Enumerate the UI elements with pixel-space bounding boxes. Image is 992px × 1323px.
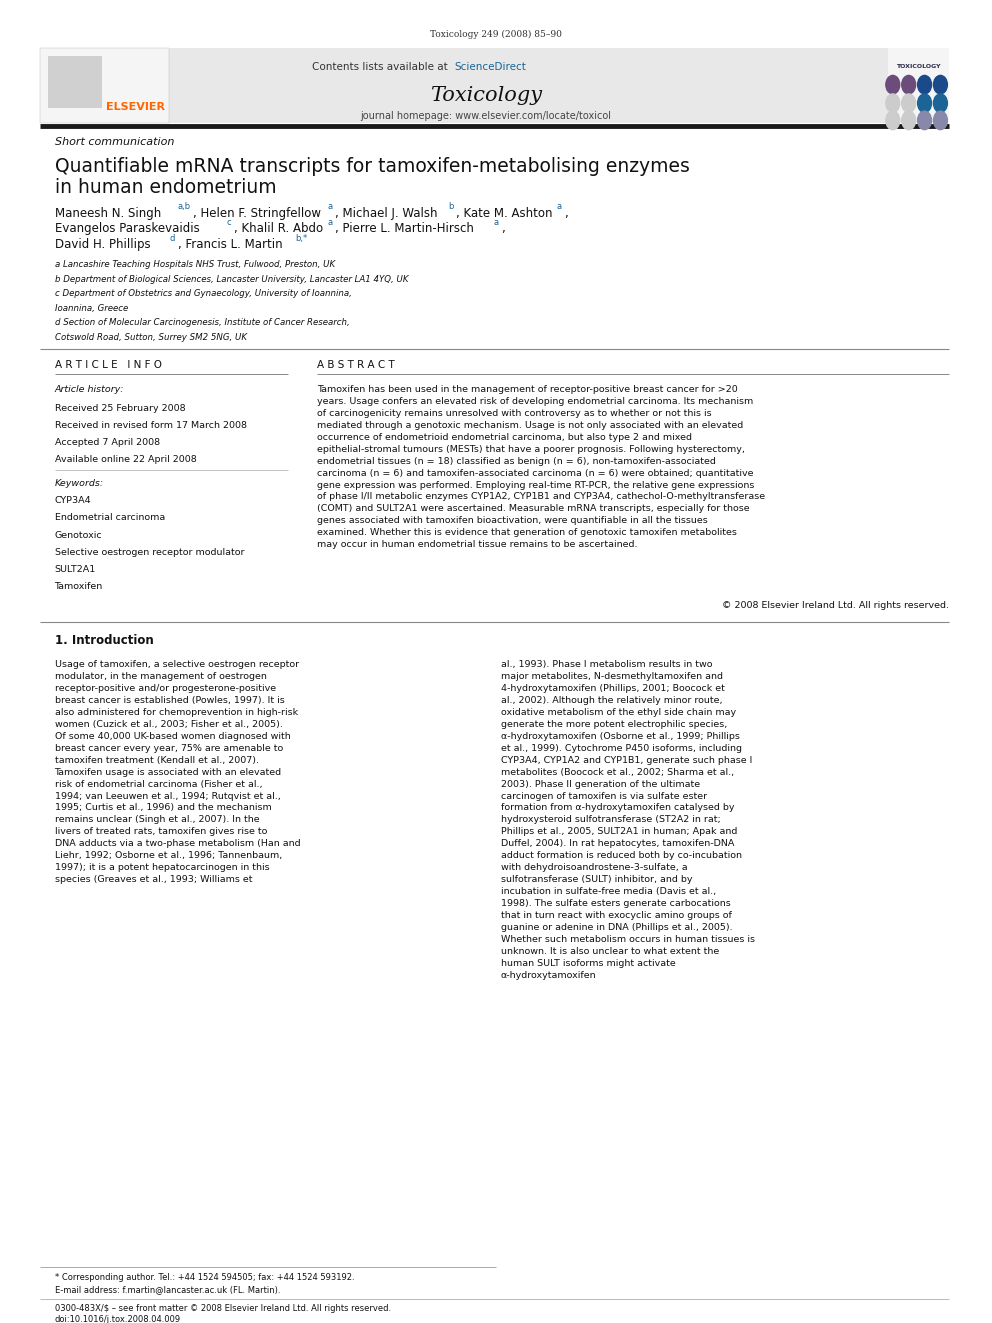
Text: Contents lists available at: Contents lists available at [312, 62, 451, 73]
Circle shape [886, 111, 900, 130]
Circle shape [918, 111, 931, 130]
Text: Evangelos Paraskevaidis: Evangelos Paraskevaidis [55, 222, 199, 235]
Text: A R T I C L E   I N F O: A R T I C L E I N F O [55, 360, 162, 370]
Text: Keywords:: Keywords: [55, 479, 104, 488]
Text: David H. Phillips: David H. Phillips [55, 238, 150, 251]
Text: , Kate M. Ashton: , Kate M. Ashton [456, 206, 553, 220]
FancyBboxPatch shape [48, 56, 102, 108]
Text: , Pierre L. Martin-Hirsch: , Pierre L. Martin-Hirsch [335, 222, 474, 235]
Circle shape [933, 111, 947, 130]
Text: d Section of Molecular Carcinogenesis, Institute of Cancer Research,: d Section of Molecular Carcinogenesis, I… [55, 319, 349, 327]
Circle shape [918, 94, 931, 112]
Text: Quantifiable mRNA transcripts for tamoxifen-metabolising enzymes: Quantifiable mRNA transcripts for tamoxi… [55, 157, 689, 176]
Text: © 2008 Elsevier Ireland Ltd. All rights reserved.: © 2008 Elsevier Ireland Ltd. All rights … [722, 601, 949, 610]
Text: * Corresponding author. Tel.: +44 1524 594505; fax: +44 1524 593192.: * Corresponding author. Tel.: +44 1524 5… [55, 1273, 354, 1282]
Text: Short communication: Short communication [55, 136, 174, 147]
Text: doi:10.1016/j.tox.2008.04.009: doi:10.1016/j.tox.2008.04.009 [55, 1315, 181, 1323]
Text: Article history:: Article history: [55, 385, 124, 394]
Text: SULT2A1: SULT2A1 [55, 565, 96, 574]
Text: b,*: b,* [296, 234, 308, 242]
Text: c Department of Obstetrics and Gynaecology, University of Ioannina,: c Department of Obstetrics and Gynaecolo… [55, 290, 351, 298]
Text: b Department of Biological Sciences, Lancaster University, Lancaster LA1 4YQ, UK: b Department of Biological Sciences, Lan… [55, 275, 408, 283]
Text: Usage of tamoxifen, a selective oestrogen receptor
modulator, in the management : Usage of tamoxifen, a selective oestroge… [55, 660, 301, 884]
Text: Cotswold Road, Sutton, Surrey SM2 5NG, UK: Cotswold Road, Sutton, Surrey SM2 5NG, U… [55, 333, 247, 341]
Text: c: c [226, 218, 231, 226]
Text: a: a [493, 218, 498, 226]
Text: Toxicology 249 (2008) 85–90: Toxicology 249 (2008) 85–90 [431, 30, 561, 38]
Text: Genotoxic: Genotoxic [55, 531, 102, 540]
Text: , Helen F. Stringfellow: , Helen F. Stringfellow [193, 206, 321, 220]
Circle shape [886, 94, 900, 112]
Text: , Michael J. Walsh: , Michael J. Walsh [335, 206, 437, 220]
Text: ,: , [564, 206, 568, 220]
Text: Tamoxifen: Tamoxifen [55, 582, 103, 591]
FancyBboxPatch shape [40, 48, 169, 123]
Circle shape [918, 75, 931, 94]
Text: 1. Introduction: 1. Introduction [55, 634, 154, 647]
Circle shape [902, 75, 916, 94]
Text: , Francis L. Martin: , Francis L. Martin [178, 238, 282, 251]
Text: A B S T R A C T: A B S T R A C T [317, 360, 395, 370]
Text: a: a [557, 202, 561, 210]
Text: Accepted 7 April 2008: Accepted 7 April 2008 [55, 438, 160, 447]
Circle shape [886, 75, 900, 94]
Text: Endometrial carcinoma: Endometrial carcinoma [55, 513, 165, 523]
Text: d: d [170, 234, 175, 242]
Text: Available online 22 April 2008: Available online 22 April 2008 [55, 455, 196, 464]
Text: ,: , [501, 222, 505, 235]
FancyBboxPatch shape [888, 48, 949, 123]
Text: E-mail address: f.martin@lancaster.ac.uk (FL. Martin).: E-mail address: f.martin@lancaster.ac.uk… [55, 1285, 280, 1294]
Circle shape [933, 94, 947, 112]
Text: CYP3A4: CYP3A4 [55, 496, 91, 505]
Text: a Lancashire Teaching Hospitals NHS Trust, Fulwood, Preston, UK: a Lancashire Teaching Hospitals NHS Trus… [55, 261, 334, 269]
Circle shape [902, 94, 916, 112]
Text: Ioannina, Greece: Ioannina, Greece [55, 304, 128, 312]
Text: Selective oestrogen receptor modulator: Selective oestrogen receptor modulator [55, 548, 244, 557]
Text: a,b: a,b [178, 202, 190, 210]
Text: Maneesh N. Singh: Maneesh N. Singh [55, 206, 161, 220]
FancyBboxPatch shape [40, 48, 888, 123]
Text: a: a [327, 202, 332, 210]
Circle shape [933, 75, 947, 94]
Text: Tamoxifen has been used in the management of receptor-positive breast cancer for: Tamoxifen has been used in the managemen… [317, 385, 766, 549]
Text: al., 1993). Phase I metabolism results in two
major metabolites, N-desmethyltamo: al., 1993). Phase I metabolism results i… [501, 660, 755, 979]
Text: journal homepage: www.elsevier.com/locate/toxicol: journal homepage: www.elsevier.com/locat… [360, 111, 612, 122]
Text: TOXICOLOGY: TOXICOLOGY [897, 64, 940, 69]
Text: ELSEVIER: ELSEVIER [106, 102, 165, 112]
Text: b: b [448, 202, 453, 210]
Text: in human endometrium: in human endometrium [55, 179, 276, 197]
Text: 0300-483X/$ – see front matter © 2008 Elsevier Ireland Ltd. All rights reserved.: 0300-483X/$ – see front matter © 2008 El… [55, 1304, 391, 1314]
Text: Received 25 February 2008: Received 25 February 2008 [55, 404, 186, 413]
Text: Received in revised form 17 March 2008: Received in revised form 17 March 2008 [55, 421, 247, 430]
Text: Toxicology: Toxicology [431, 86, 542, 105]
Text: , Khalil R. Abdo: , Khalil R. Abdo [234, 222, 323, 235]
Circle shape [902, 111, 916, 130]
Text: ScienceDirect: ScienceDirect [454, 62, 526, 73]
Text: a: a [327, 218, 332, 226]
